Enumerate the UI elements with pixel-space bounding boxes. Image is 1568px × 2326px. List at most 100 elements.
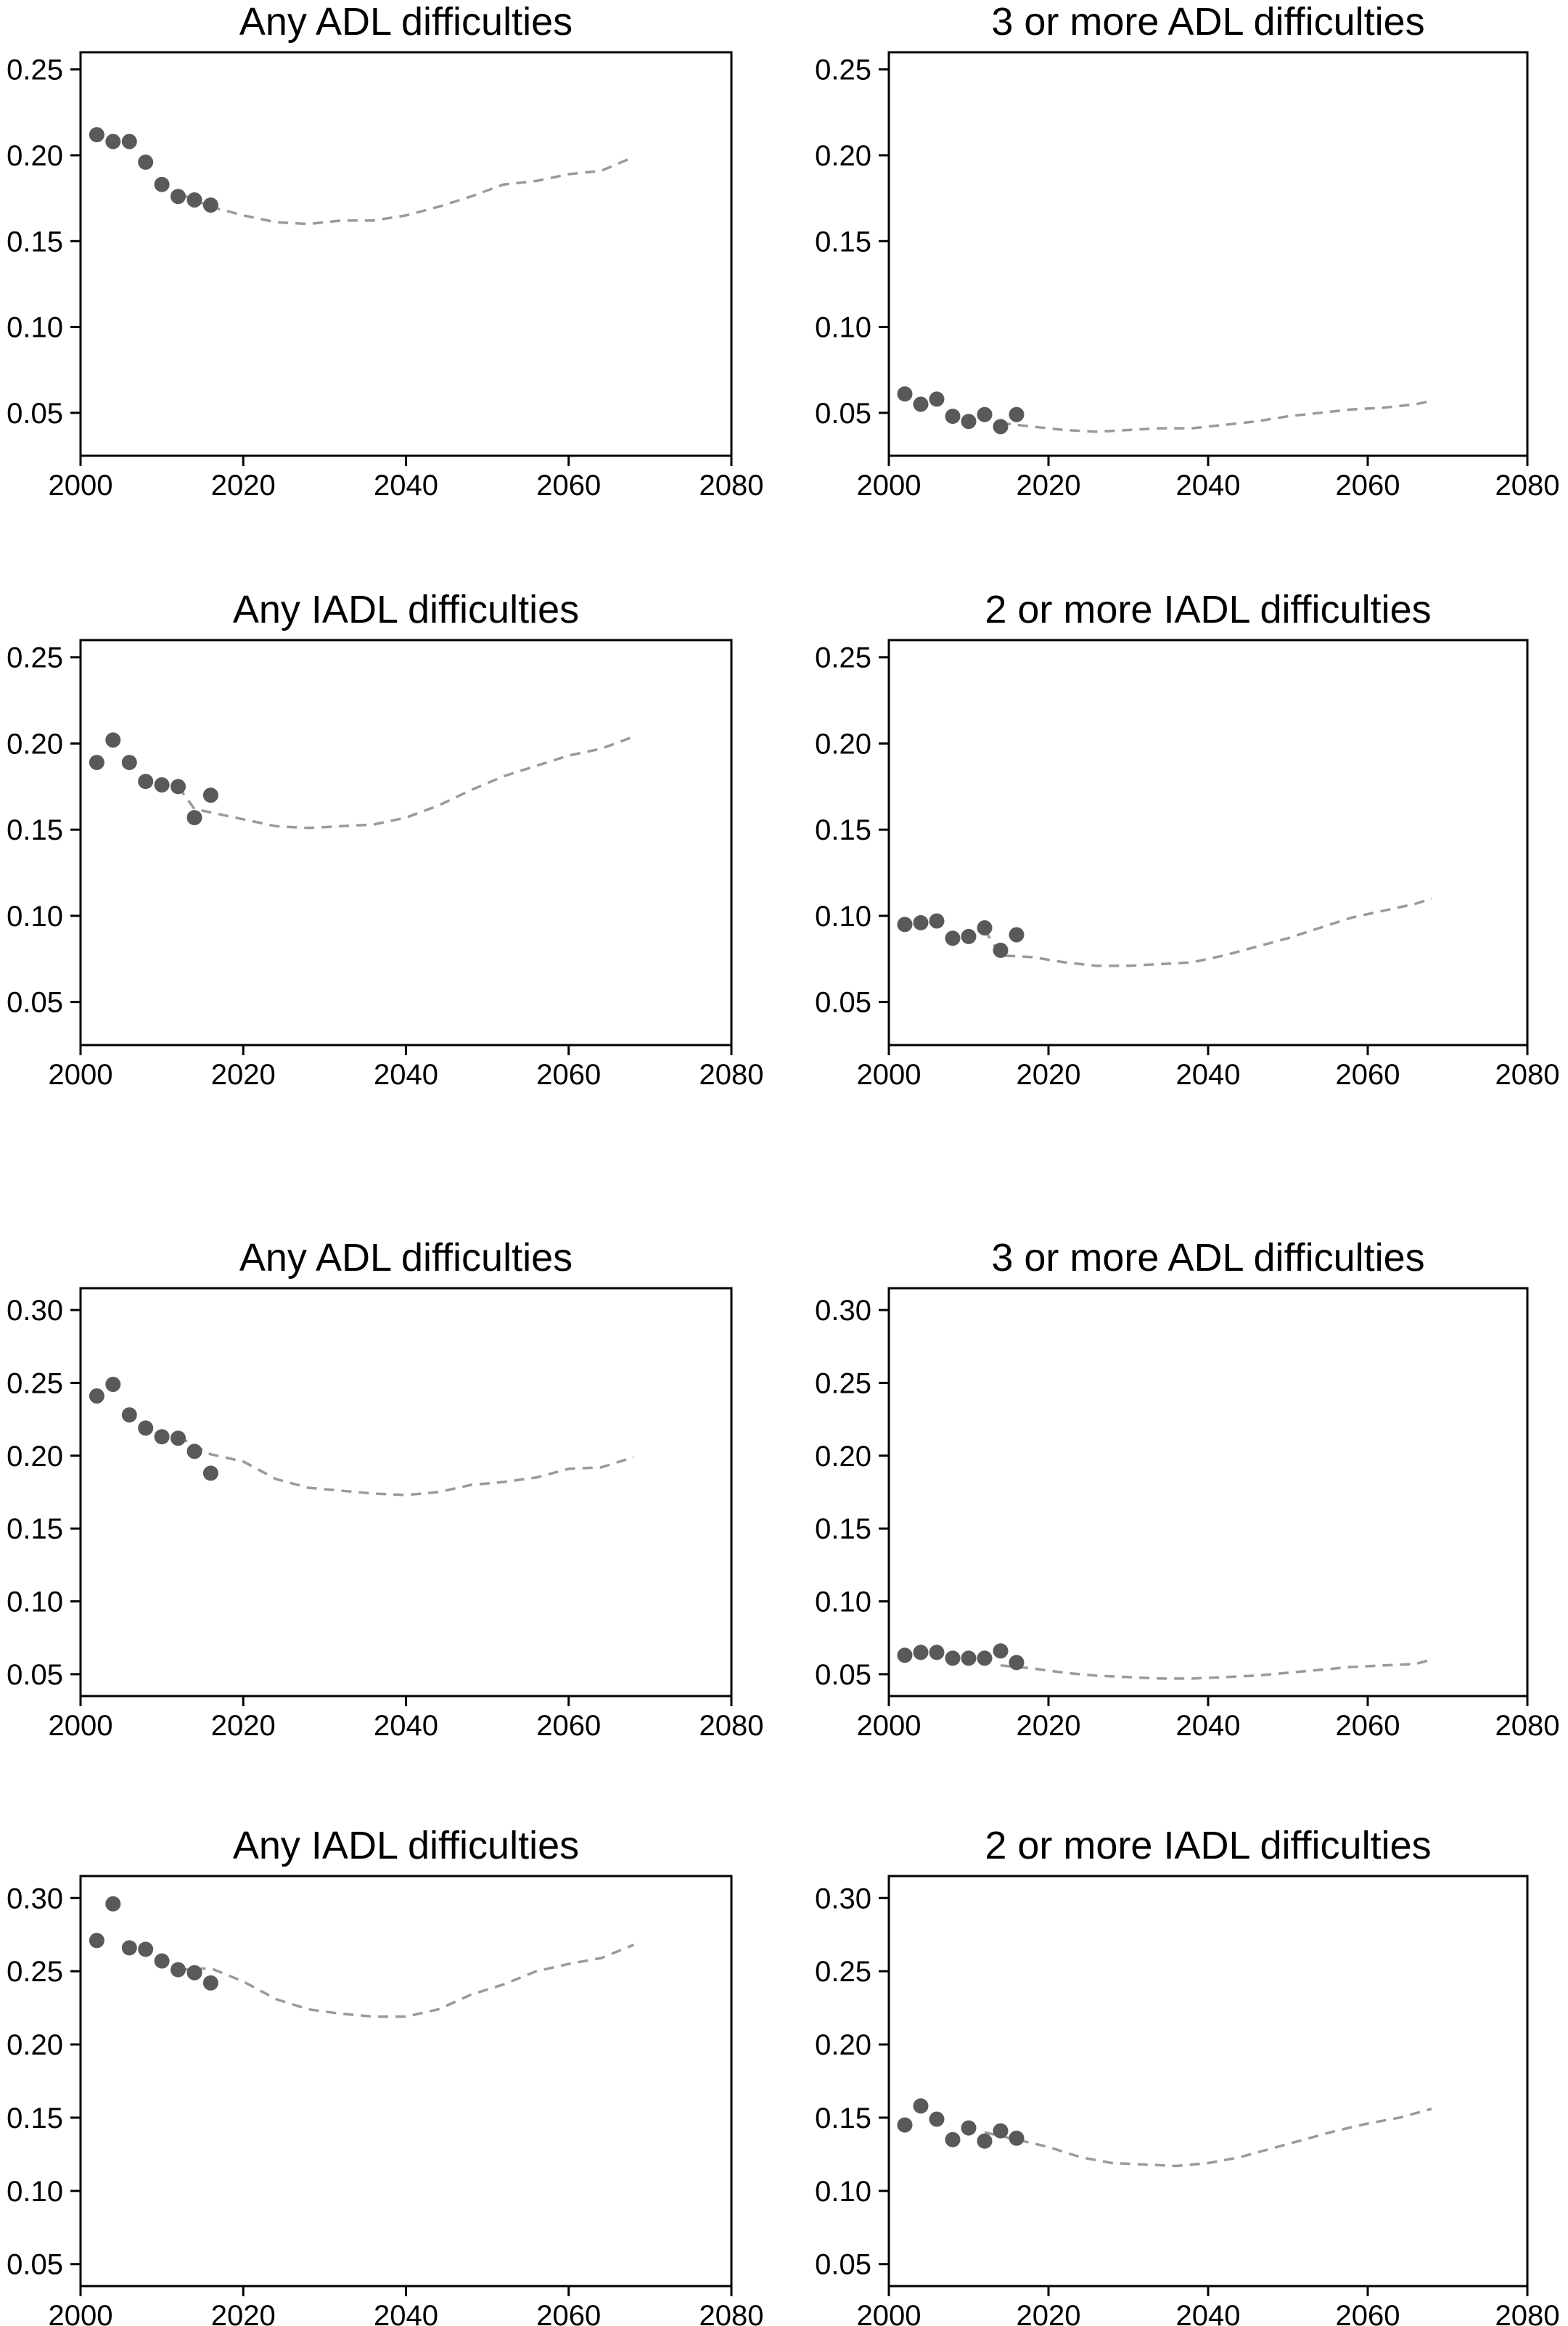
y-tick-label: 0.25	[7, 642, 63, 674]
observed-point	[121, 1407, 137, 1423]
observed-point	[977, 406, 993, 422]
y-tick-label: 0.25	[815, 1367, 871, 1399]
observed-point	[945, 930, 961, 946]
x-tick-label: 2040	[374, 1059, 438, 1091]
observed-point	[961, 928, 977, 944]
observed-point	[1009, 2130, 1025, 2146]
observed-point	[138, 154, 154, 170]
y-tick-label: 0.10	[7, 2176, 63, 2208]
x-tick-label: 2040	[374, 1710, 438, 1742]
x-tick-label: 2080	[1495, 1710, 1560, 1742]
observed-point	[993, 419, 1009, 435]
y-tick-label: 0.10	[815, 2176, 871, 2208]
x-tick-label: 2040	[374, 470, 438, 501]
observed-point	[202, 1465, 218, 1481]
x-tick-label: 2000	[49, 1710, 113, 1742]
observed-point	[202, 1975, 218, 1991]
chart-panel-7: Any IADL difficulties 0.05 0.10 0.15 0.20 0.2…	[7, 1824, 763, 2326]
observed-point	[186, 1965, 202, 1981]
x-tick-label: 2060	[1336, 2300, 1400, 2326]
y-tick-label: 0.05	[7, 987, 63, 1019]
y-tick-label: 0.25	[7, 1367, 63, 1399]
y-tick-label: 0.10	[815, 1586, 871, 1618]
observed-point	[121, 755, 137, 771]
x-tick-label: 2040	[1176, 1710, 1241, 1742]
x-tick-label: 2080	[1495, 470, 1560, 501]
observed-point	[1009, 1655, 1025, 1671]
observed-point	[138, 774, 154, 790]
observed-point	[171, 779, 186, 795]
y-tick-label: 0.20	[7, 1441, 63, 1473]
y-tick-label: 0.05	[815, 398, 871, 430]
projection-line	[983, 897, 1432, 967]
y-tick-label: 0.25	[7, 1956, 63, 1988]
x-tick-label: 2040	[1176, 470, 1241, 501]
y-tick-label: 0.05	[815, 987, 871, 1019]
observed-point	[121, 134, 137, 150]
x-tick-label: 2060	[1336, 470, 1400, 501]
observed-point	[1009, 406, 1025, 422]
x-tick-label: 2080	[699, 1059, 764, 1091]
y-tick-label: 0.20	[7, 2029, 63, 2061]
chart-panel-3: Any IADL difficulties 0.05 0.10 0.15 0.20 0.2…	[7, 588, 763, 1091]
observed-point	[89, 755, 104, 771]
observed-point	[202, 197, 218, 213]
y-tick-label: 0.25	[815, 1956, 871, 1988]
panel-title: 3 or more ADL difficulties	[991, 0, 1424, 44]
observed-point	[154, 1429, 170, 1445]
observed-point	[171, 1962, 186, 1978]
chart-panel-6: 3 or more ADL difficulties 0.05 0.10 0.15 0.…	[815, 1236, 1559, 1742]
x-tick-label: 2020	[1017, 1059, 1081, 1091]
panel-title: Any ADL difficulties	[239, 0, 572, 44]
x-tick-label: 2060	[536, 470, 601, 501]
y-tick-label: 0.15	[7, 814, 63, 846]
y-tick-label: 0.10	[7, 312, 63, 344]
y-tick-label: 0.05	[7, 1659, 63, 1691]
observed-point	[913, 2098, 929, 2114]
x-tick-label: 2000	[49, 2300, 113, 2326]
y-tick-label: 0.15	[815, 226, 871, 258]
x-tick-label: 2060	[1336, 1710, 1400, 1742]
observed-point	[929, 391, 945, 407]
observed-point	[121, 1940, 137, 1956]
x-tick-label: 2080	[1495, 2300, 1560, 2326]
x-tick-label: 2080	[699, 1710, 764, 1742]
x-tick-label: 2020	[1017, 2300, 1081, 2326]
observed-point	[186, 1443, 202, 1459]
panel-title: 2 or more IADL difficulties	[985, 1824, 1431, 1867]
observed-point	[929, 913, 945, 929]
y-tick-label: 0.10	[815, 312, 871, 344]
observed-point	[186, 810, 202, 826]
x-tick-label: 2020	[211, 1059, 276, 1091]
projection-line	[1000, 399, 1432, 433]
panel-title: Any IADL difficulties	[233, 588, 579, 631]
y-tick-label: 0.10	[7, 901, 63, 933]
x-tick-label: 2040	[374, 2300, 438, 2326]
y-tick-label: 0.15	[815, 2102, 871, 2134]
x-tick-label: 2080	[699, 470, 764, 501]
x-tick-label: 2040	[1176, 1059, 1241, 1091]
observed-point	[929, 1645, 945, 1660]
observed-point	[897, 2117, 913, 2133]
observed-point	[897, 386, 913, 402]
chart-panel-4: 2 or more IADL difficulties 0.05 0.10 0.15 0…	[815, 588, 1559, 1091]
plot-frame	[887, 51, 1529, 457]
observed-point	[929, 2111, 945, 2127]
x-tick-label: 2040	[1176, 2300, 1241, 2326]
y-tick-label: 0.20	[815, 1441, 871, 1473]
observed-point	[138, 1941, 154, 1957]
observed-point	[1009, 927, 1025, 943]
observed-point	[105, 732, 121, 748]
observed-point	[945, 1650, 961, 1666]
y-tick-label: 0.05	[815, 1659, 871, 1691]
chart-panel-1: Any ADL difficulties 0.05 0.10 0.15 0.20 0.25…	[7, 0, 763, 501]
plot-frame	[79, 1287, 733, 1698]
plot-frame	[887, 1875, 1529, 2288]
observed-point	[993, 1643, 1009, 1659]
x-tick-label: 2000	[857, 1710, 921, 1742]
chart-panel-8: 2 or more IADL difficulties 0.05 0.10 0.15 0…	[815, 1824, 1559, 2326]
plot-frame	[79, 639, 733, 1047]
y-tick-label: 0.30	[7, 1295, 63, 1327]
observed-point	[993, 942, 1009, 958]
